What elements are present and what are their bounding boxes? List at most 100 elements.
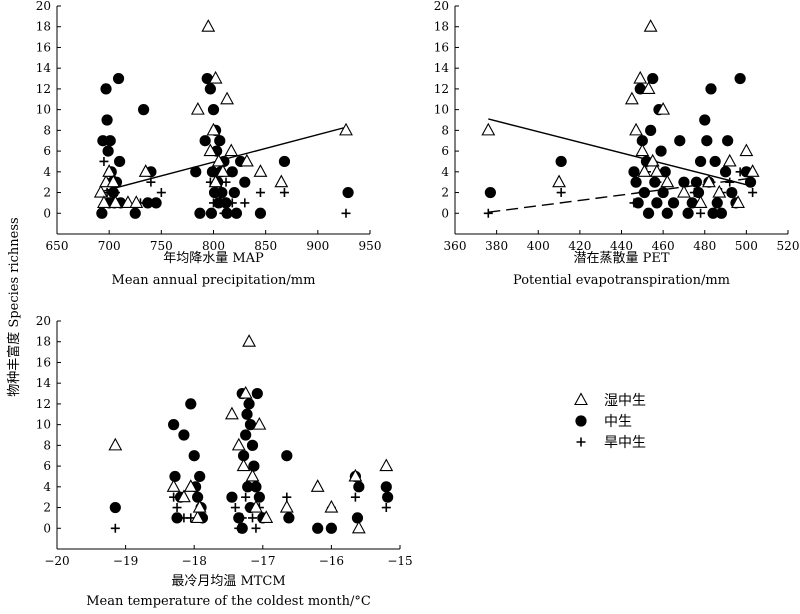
circle-point [171, 512, 183, 524]
panel-map: 0 2 4 6 8 10 12 14 16 18 20 650 700 750 800 850 900 950 年均… [36, 0, 382, 288]
y-tick-label: 16 [36, 40, 51, 54]
circle-point [168, 419, 180, 431]
circle-point [726, 186, 738, 199]
plus-point [629, 198, 639, 208]
circle-point [655, 145, 667, 157]
circle-point [251, 387, 263, 400]
triangle-point [106, 174, 121, 188]
triangle-point [97, 195, 111, 208]
y-tick-label: 2 [43, 186, 51, 200]
plus-point [696, 208, 706, 218]
triangle-point [102, 164, 117, 177]
x-tick-label: 400 [527, 239, 550, 253]
triangle-point [249, 499, 263, 513]
y-tick-label: 14 [36, 376, 52, 390]
plus-point [172, 503, 182, 513]
plus-point [341, 208, 351, 218]
circle-point [682, 207, 694, 219]
plus-point [284, 513, 294, 523]
circle-point [228, 186, 240, 199]
y-tick-label: 20 [36, 314, 51, 328]
circle-point [188, 450, 200, 462]
circle-point [380, 481, 392, 493]
circle-point [242, 481, 254, 493]
x-tick-label: 700 [98, 239, 121, 253]
x-tick-label: 800 [202, 239, 225, 253]
x-tick-label: 900 [306, 239, 329, 253]
circle-point [254, 207, 267, 219]
triangle-point [660, 174, 675, 188]
circle-point [630, 176, 642, 188]
y-tick-label: 16 [36, 355, 51, 369]
triangle-point [351, 520, 366, 534]
plus-point [240, 198, 250, 208]
y-tick-label: 10 [434, 103, 449, 117]
triangle-point [190, 101, 205, 115]
plus-point [556, 188, 566, 198]
y-tick-label: 0 [43, 206, 51, 220]
x-tick-label: 420 [568, 239, 591, 253]
x-tick-label: 460 [652, 239, 675, 253]
plus-point [227, 198, 237, 208]
circle-point [744, 176, 757, 188]
circle-point [253, 491, 265, 503]
triangle-point [239, 153, 254, 167]
plus-point [735, 167, 745, 177]
y-tick-label: 12 [36, 82, 51, 96]
circle-point [278, 155, 291, 168]
plus-point [99, 156, 109, 166]
circle-point [645, 124, 657, 136]
triangle-point [203, 143, 218, 157]
triangle-point [252, 416, 267, 430]
circle-point [185, 398, 197, 410]
triangle-point [166, 479, 181, 492]
plus-point [251, 523, 261, 533]
y-tick-label: 4 [43, 165, 51, 179]
triangle-point [712, 184, 727, 198]
triangle-point [739, 143, 754, 157]
triangle-point [274, 174, 289, 188]
triangle-point [201, 19, 216, 32]
y-tick-label: 12 [36, 397, 51, 411]
triangle-point [93, 184, 108, 198]
legend-label: 旱中生 [604, 435, 646, 451]
triangle-point [121, 195, 135, 208]
y-tick-label: 4 [441, 165, 449, 179]
circle-point [711, 197, 723, 209]
x-tick-label: 520 [777, 239, 800, 253]
circle-point [207, 104, 220, 116]
triangle-point [645, 153, 660, 167]
x-tick-label: 850 [254, 239, 277, 253]
triangle-point [259, 510, 274, 523]
circle-point [240, 429, 252, 441]
plus-point [248, 513, 258, 523]
plus-point [658, 188, 668, 198]
circle-point [484, 186, 496, 199]
y-tick-label: 20 [434, 0, 449, 13]
triangle-point [693, 195, 708, 208]
circle-point [109, 501, 121, 514]
circle-point [342, 186, 354, 199]
circle-point [114, 155, 126, 168]
circle-point [722, 135, 734, 147]
circle-point [226, 166, 238, 178]
circle-point [651, 197, 663, 209]
circle-point [205, 207, 218, 219]
triangle-point [310, 479, 325, 492]
triangle-point [348, 468, 363, 482]
circle-point [709, 155, 721, 168]
circle-point [734, 72, 746, 85]
circle-point [694, 155, 707, 168]
y-tick-label: 2 [43, 501, 51, 515]
x-tick-label: −15 [387, 554, 412, 568]
triangle-point [339, 122, 353, 136]
y-tick-label: 18 [434, 20, 449, 34]
circle-point [647, 72, 659, 85]
triangle-point [731, 195, 745, 208]
circle-point [104, 135, 116, 147]
plus-point [350, 492, 360, 502]
circle-point [382, 491, 394, 503]
y-axis-label: 物种丰富度 Species richness [6, 217, 22, 396]
triangle-point [183, 479, 198, 492]
